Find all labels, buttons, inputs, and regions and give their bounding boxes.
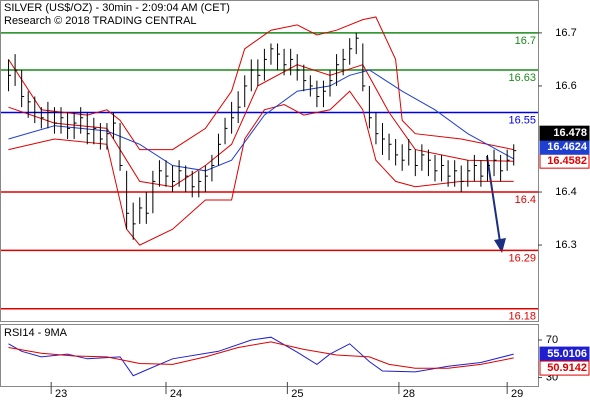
- y-tick-label: 16.7: [555, 27, 576, 39]
- level-label: 16.4: [515, 194, 536, 206]
- x-tick-label: 24: [170, 388, 182, 400]
- rsi-last-label: 55.0106: [547, 348, 587, 360]
- y-tick-label: 16.4: [555, 186, 576, 198]
- level-label: 16.63: [508, 72, 536, 84]
- level-label: 16.7: [515, 35, 536, 47]
- x-tick-label: 23: [55, 388, 67, 400]
- indicator-line: [8, 90, 514, 246]
- rsi-line: [8, 341, 514, 369]
- last-price-label: 16.478: [553, 127, 587, 139]
- chart-title: SILVER (US$/OZ) - 30min - 2:09:04 AM (CE…: [4, 2, 230, 14]
- y-tick-label: 16.3: [555, 239, 576, 251]
- last-ma-label: 16.4624: [547, 141, 588, 153]
- rsi-panel: [0, 324, 539, 387]
- level-label: 16.18: [508, 311, 536, 323]
- indicator-line: [8, 16, 514, 151]
- rsi-ma-last-label: 50.9142: [547, 362, 587, 374]
- x-tick-label: 29: [511, 388, 523, 400]
- chart-subtitle: Research © 2018 TRADING CENTRAL: [4, 15, 197, 27]
- y-tick-label: 16.6: [555, 80, 576, 92]
- x-tick-label: 25: [291, 388, 303, 400]
- rsi-ma-last-label-box: [539, 360, 590, 376]
- level-label: 16.29: [508, 252, 536, 264]
- level-label: 16.55: [508, 114, 536, 126]
- price-panel: [0, 0, 539, 322]
- rsi-title: RSI14 - 9MA: [4, 327, 68, 339]
- last-price-label-box: [539, 125, 590, 141]
- indicator-line: [8, 69, 514, 172]
- indicator-line: [8, 64, 514, 188]
- last-mid-label: 16.4582: [547, 155, 587, 167]
- x-tick-label: 28: [403, 388, 415, 400]
- y-tick-label: 70: [546, 334, 558, 346]
- forecast-arrow: [486, 155, 506, 253]
